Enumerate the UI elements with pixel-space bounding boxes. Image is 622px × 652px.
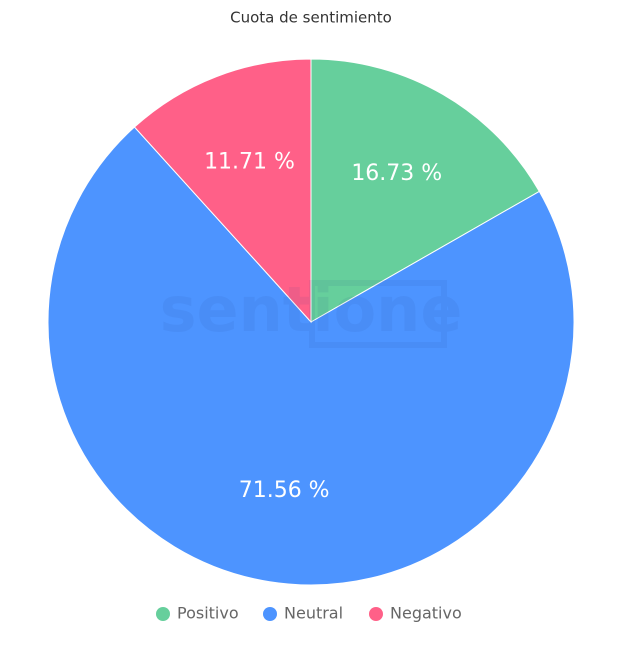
legend-marker: [156, 607, 170, 621]
legend-label: Neutral: [284, 604, 343, 623]
legend-label: Negativo: [390, 604, 462, 623]
watermark-text: sentione: [160, 273, 463, 346]
data-label: 71.56 %: [239, 478, 330, 503]
pie-slice: [47, 126, 575, 586]
pie-slice: [133, 58, 312, 324]
data-label: 16.73 %: [351, 161, 442, 186]
data-label: 11.71 %: [204, 149, 295, 174]
pie-slice: [310, 58, 540, 323]
legend-marker: [263, 607, 277, 621]
watermark: sentione: [160, 273, 463, 348]
watermark-box: [309, 280, 447, 348]
legend-marker: [369, 607, 383, 621]
legend-label: Positivo: [177, 604, 239, 623]
chart-title: Cuota de sentimiento: [230, 9, 392, 27]
